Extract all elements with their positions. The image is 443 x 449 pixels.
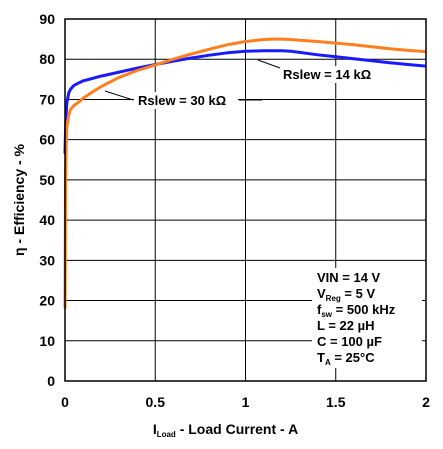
x-tick-label: 2 bbox=[422, 394, 430, 410]
y-tick-label: 50 bbox=[39, 172, 55, 188]
series-label-30k: Rslew = 30 kΩ bbox=[138, 93, 226, 108]
y-tick-label: 0 bbox=[47, 373, 55, 389]
condition-line: L = 22 µH bbox=[317, 318, 374, 333]
plot-frame bbox=[64, 18, 427, 382]
x-axis-label-main: I bbox=[153, 421, 157, 437]
y-tick-labels: 0 10 20 30 40 50 60 70 80 90 bbox=[39, 11, 55, 389]
condition-line: VIN = 14 V bbox=[317, 270, 381, 285]
y-tick-label: 90 bbox=[39, 11, 55, 27]
x-tick-label: 1.5 bbox=[326, 394, 346, 410]
y-axis-label: η - Efficiency - % bbox=[11, 143, 27, 256]
leader-line-30k-left bbox=[104, 90, 134, 101]
condition-line: fsw = 500 kHz bbox=[317, 302, 396, 319]
y-tick-label: 10 bbox=[39, 333, 55, 349]
x-axis-label-suffix: - Load Current - A bbox=[176, 421, 298, 437]
series-group bbox=[63, 37, 427, 309]
condition-line: VReg = 5 V bbox=[317, 286, 375, 303]
series-label-14k: Rslew = 14 kΩ bbox=[283, 67, 371, 82]
conditions-background bbox=[312, 268, 422, 368]
x-tick-label: 0.5 bbox=[146, 394, 166, 410]
y-tick-label: 30 bbox=[39, 252, 55, 268]
y-tick-label: 40 bbox=[39, 212, 55, 228]
condition-line: TA = 25°C bbox=[317, 350, 375, 367]
label-background-14k bbox=[280, 66, 382, 83]
x-tick-labels: 0 0.5 1 1.5 2 bbox=[61, 394, 430, 410]
y-tick-label: 20 bbox=[39, 293, 55, 309]
condition-line: C = 100 µF bbox=[317, 334, 382, 349]
label-background-30k bbox=[134, 92, 238, 109]
x-axis-label-subscript: Load bbox=[157, 430, 176, 439]
x-tick-label: 0 bbox=[61, 394, 69, 410]
leader-line-14k bbox=[257, 59, 281, 69]
x-tick-label: 1 bbox=[242, 394, 250, 410]
series-line-30k bbox=[63, 37, 427, 309]
x-axis-label: ILoad - Load Current - A bbox=[153, 421, 298, 439]
series-line-14k bbox=[63, 49, 427, 154]
y-tick-label: 70 bbox=[39, 91, 55, 107]
y-tick-label: 60 bbox=[39, 132, 55, 148]
y-tick-label: 80 bbox=[39, 51, 55, 67]
series-annotations: Rslew = 14 kΩ Rslew = 30 kΩ bbox=[104, 59, 382, 109]
